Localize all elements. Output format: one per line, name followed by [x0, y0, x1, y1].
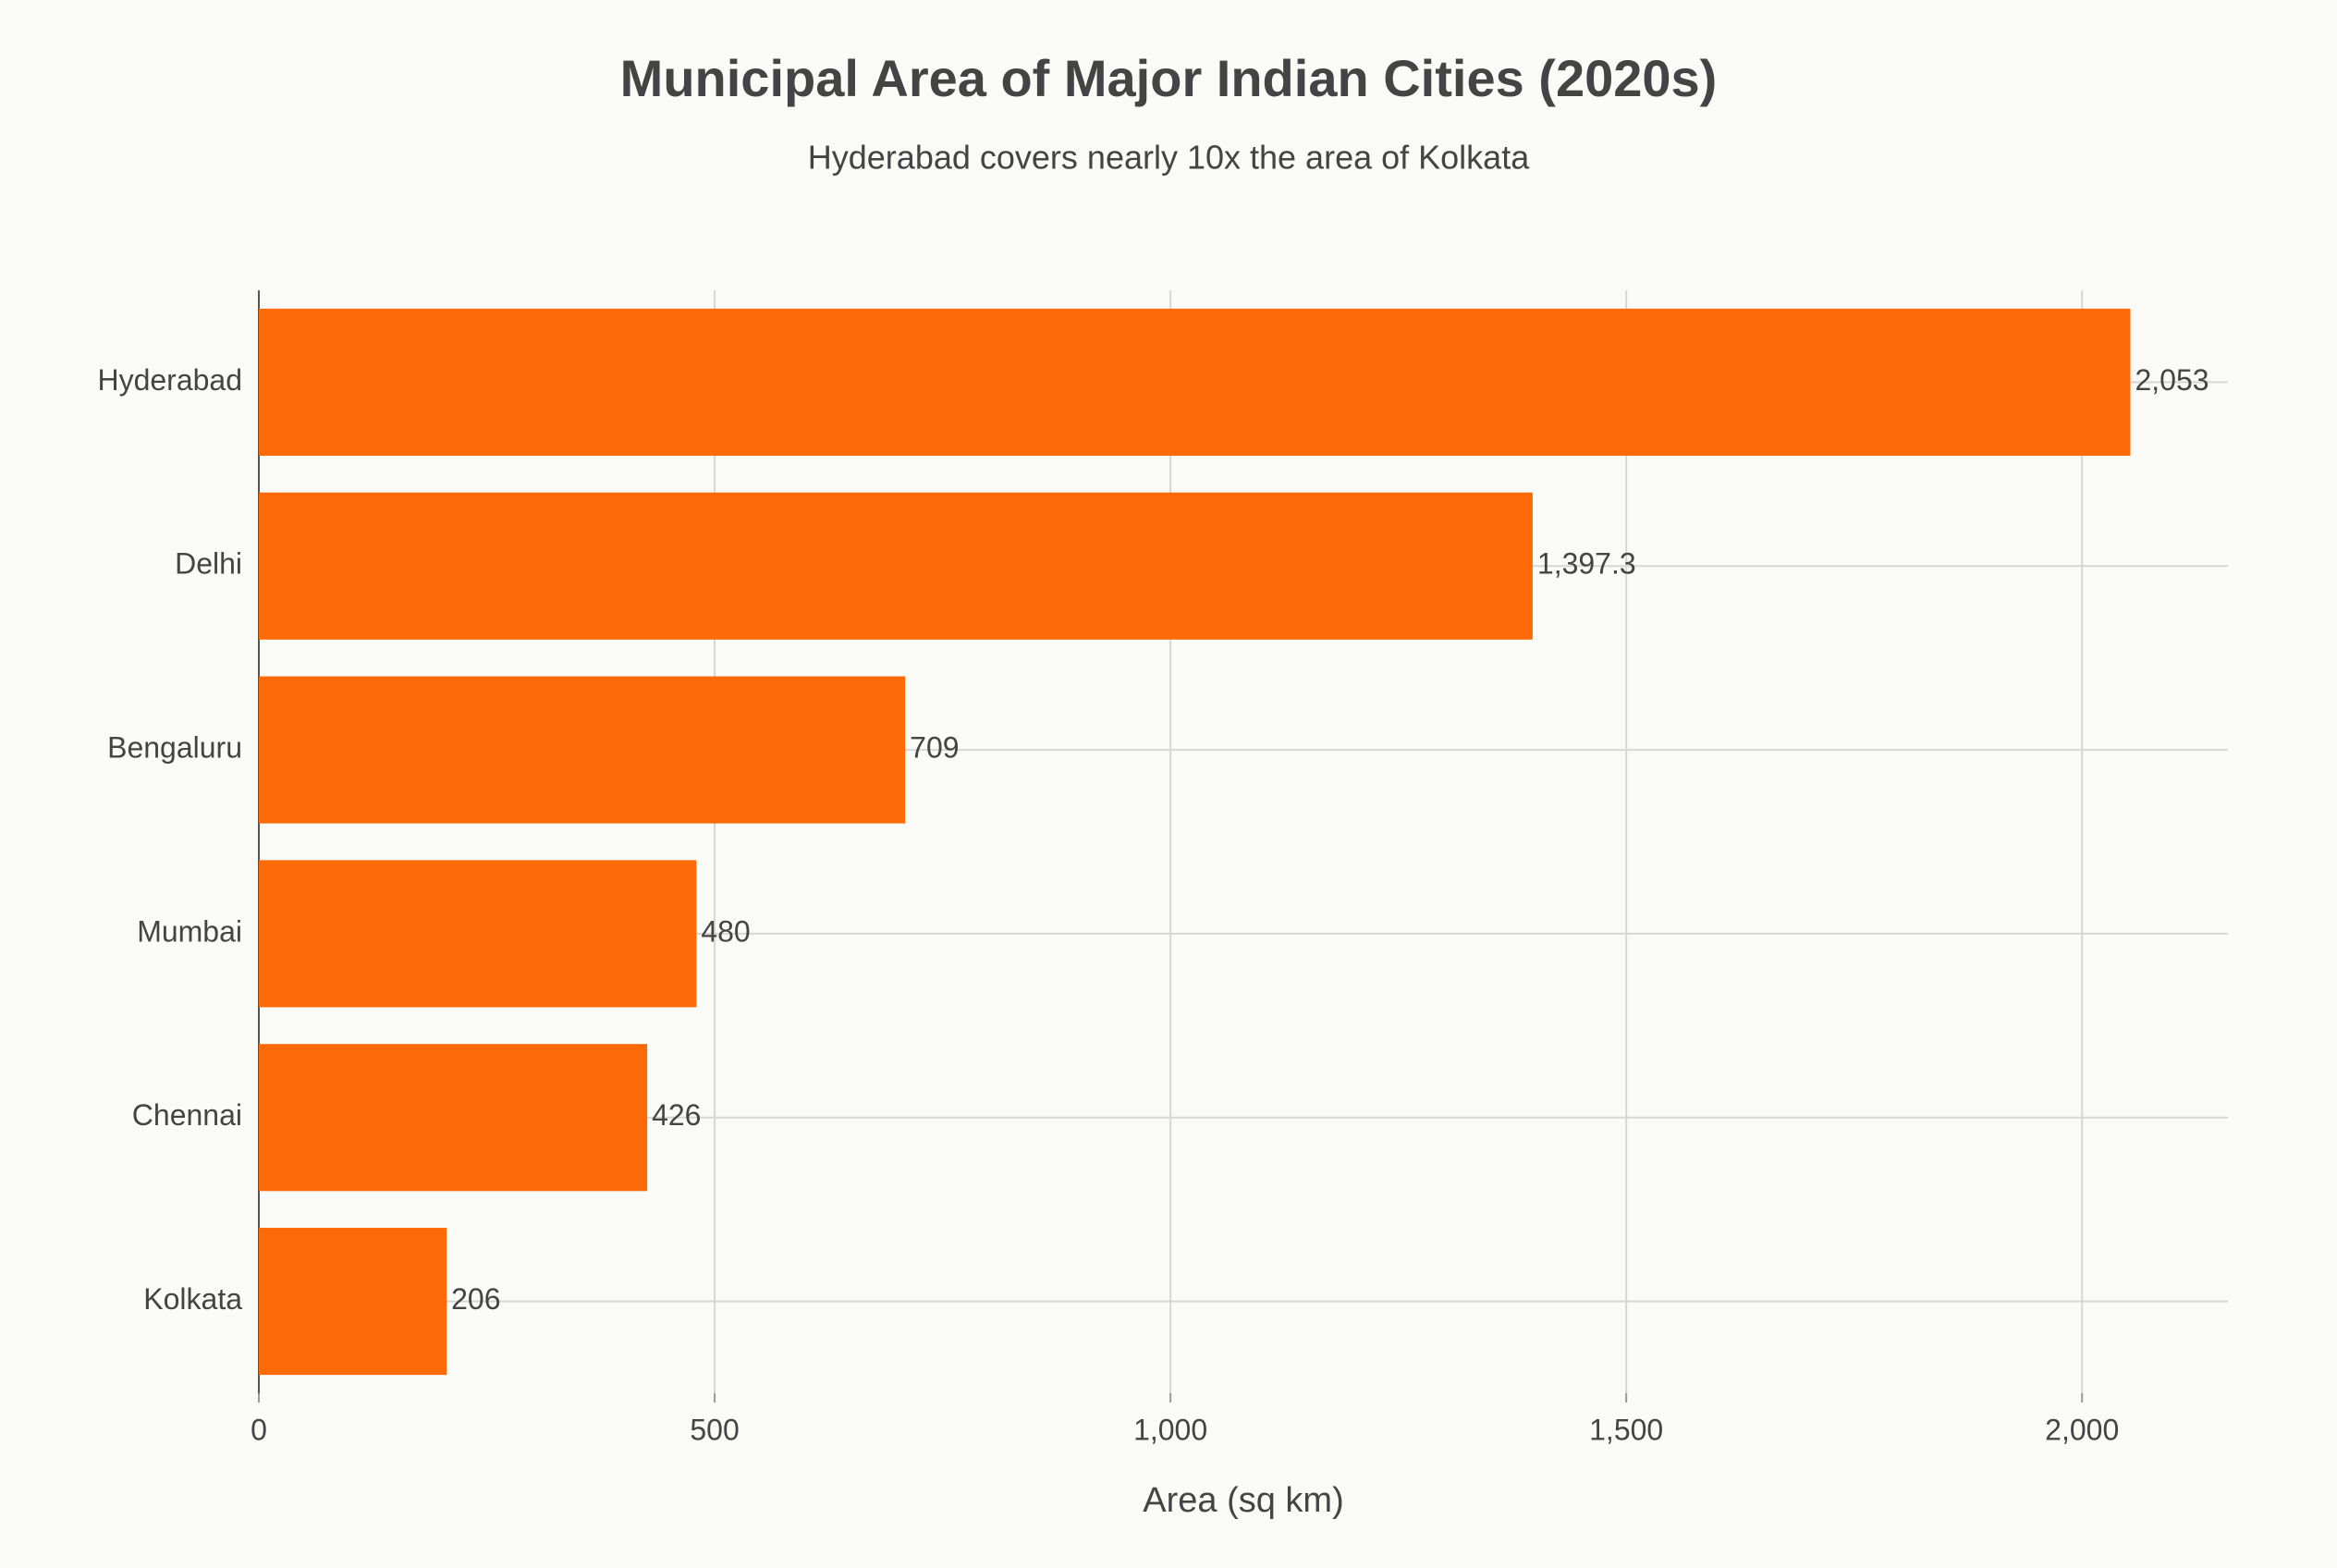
bar	[259, 860, 697, 1008]
x-tick-label: 2,000	[2045, 1413, 2119, 1446]
y-tick-label: Delhi	[175, 547, 242, 581]
bar	[259, 1228, 447, 1376]
data-label: 206	[451, 1282, 500, 1316]
chart-title: Municipal Area of Major Indian Cities (2…	[620, 49, 1718, 107]
y-tick-label: Chennai	[132, 1098, 242, 1132]
y-tick-label: Bengaluru	[107, 731, 242, 765]
x-tick-label: 500	[690, 1413, 739, 1446]
x-tick-label: 0	[251, 1413, 267, 1446]
x-axis-label: Area (sq km)	[1143, 1481, 1343, 1520]
bar	[259, 308, 2131, 456]
bar	[259, 676, 906, 824]
bar	[259, 1044, 648, 1192]
y-tick-label: Hyderabad	[97, 363, 242, 397]
data-label: 709	[910, 731, 959, 765]
data-label: 2,053	[2135, 363, 2209, 397]
data-label: 1,397.3	[1537, 547, 1636, 581]
x-tick-label: 1,500	[1589, 1413, 1663, 1446]
y-tick-label: Mumbai	[137, 914, 242, 948]
chart-subtitle: Hyderabad covers nearly 10x the area of …	[808, 139, 1530, 177]
data-label: 480	[701, 914, 750, 948]
x-tick-label: 1,000	[1133, 1413, 1207, 1446]
bar	[259, 492, 1533, 640]
y-tick-label: Kolkata	[143, 1282, 242, 1316]
data-label: 426	[652, 1098, 701, 1132]
